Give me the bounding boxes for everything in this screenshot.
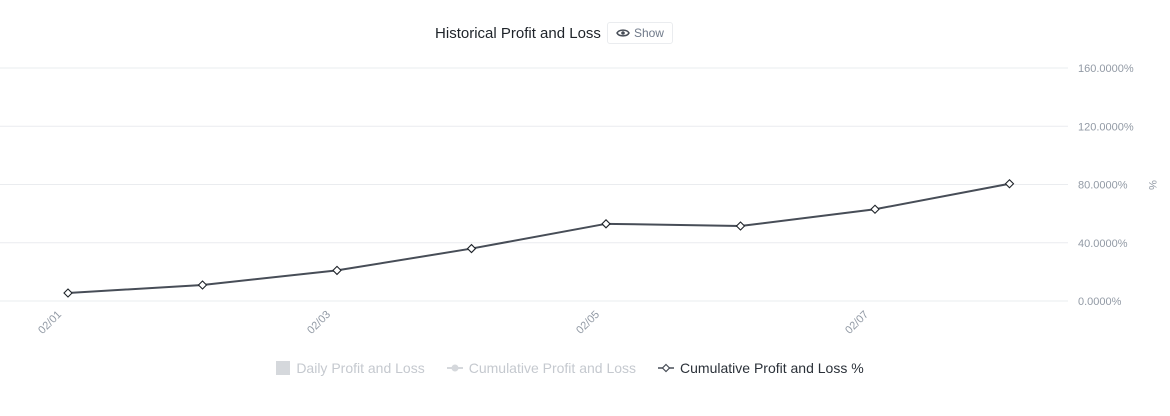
data-point — [735, 221, 746, 231]
y-tick-label: 0.0000% — [1078, 296, 1122, 308]
x-tick-label: 02/07 — [843, 309, 871, 337]
x-tick-label: 02/01 — [36, 309, 64, 337]
eye-icon — [616, 29, 630, 37]
show-button[interactable]: Show — [606, 22, 673, 44]
data-point — [1004, 178, 1015, 189]
data-point — [601, 219, 611, 229]
y-axis-label: % — [1146, 180, 1158, 190]
x-tick-label: 02/05 — [574, 309, 602, 337]
legend-daily-pnl-label: Daily Profit and Loss — [296, 360, 425, 376]
y-tick-label: 80.0000% — [1078, 180, 1128, 192]
y-tick-label: 120.0000% — [1078, 121, 1134, 133]
legend-cumulative-pnl-percent-label: Cumulative Profit and Loss % — [680, 360, 864, 376]
legend-daily-pnl[interactable]: Daily Profit and Loss — [276, 360, 425, 376]
show-button-label: Show — [633, 26, 664, 40]
data-point — [63, 288, 73, 298]
y-tick-label: 40.0000% — [1078, 238, 1128, 250]
x-tick-label: 02/03 — [305, 309, 333, 337]
data-point — [197, 280, 208, 290]
chart-header: Historical Profit and Loss Show — [0, 22, 1108, 44]
chart-title: Historical Profit and Loss — [435, 24, 601, 42]
series-line — [67, 182, 1010, 294]
legend-square-icon — [276, 361, 291, 375]
data-point — [870, 204, 880, 215]
legend-diamond-line-icon — [658, 363, 675, 373]
chart-legend: Daily Profit and Loss Cumulative Profit … — [0, 360, 1140, 376]
y-tick-label: 160.0000% — [1078, 63, 1134, 75]
legend-cumulative-pnl-label: Cumulative Profit and Loss — [468, 360, 637, 376]
legend-circle-line-icon — [446, 364, 463, 372]
legend-cumulative-pnl-percent[interactable]: Cumulative Profit and Loss % — [658, 360, 864, 376]
data-point — [466, 243, 477, 254]
legend-cumulative-pnl[interactable]: Cumulative Profit and Loss — [446, 360, 637, 376]
data-point — [332, 265, 342, 276]
pnl-chart: 0.0000% 40.0000% 80.0000% 120.0000% 160.0000… — [0, 63, 1158, 337]
